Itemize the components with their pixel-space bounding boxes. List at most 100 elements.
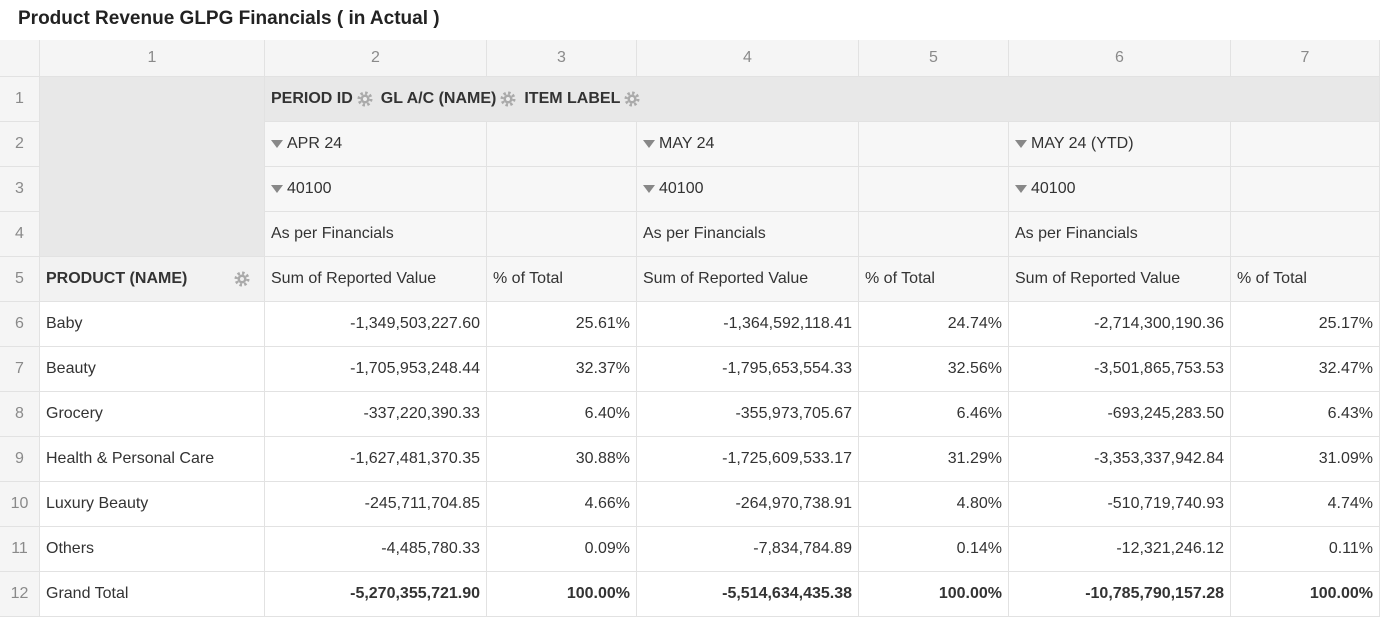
total-cell-text: -10,785,790,157.28 [1085, 585, 1224, 602]
value-cell-text: 4.74% [1327, 495, 1373, 512]
settings-icon[interactable] [234, 271, 250, 287]
measure-label: Sum of Reported Value [1009, 257, 1231, 302]
value-cell: 25.17% [1231, 302, 1380, 347]
row-number-text: 4 [15, 225, 24, 242]
value-cell: -510,719,740.93 [1009, 482, 1231, 527]
value-cell-text: -264,970,738.91 [735, 495, 852, 512]
value-cell: 31.29% [859, 437, 1009, 482]
column-number: 2 [265, 40, 487, 77]
collapse-toggle[interactable] [271, 140, 283, 148]
measure-label-text: Sum of Reported Value [1015, 270, 1181, 287]
value-cell: 4.74% [1231, 482, 1380, 527]
total-cell: 100.00% [859, 572, 1009, 617]
column-number: 3 [487, 40, 637, 77]
value-cell: -4,485,780.33 [265, 527, 487, 572]
header-blank [859, 212, 1009, 257]
collapse-toggle[interactable] [1015, 185, 1027, 193]
header-blank [859, 167, 1009, 212]
column-number: 4 [637, 40, 859, 77]
header-blank [1231, 212, 1380, 257]
value-cell: -264,970,738.91 [637, 482, 859, 527]
row-number: 6 [0, 302, 40, 347]
column-fields-band: PERIOD ID GL A/C (NAME) ITEM LABEL [265, 77, 1380, 122]
row-label-text: Grand Total [46, 585, 129, 602]
collapse-toggle[interactable] [1015, 140, 1027, 148]
header-account: 40100 [1009, 167, 1231, 212]
measure-label: % of Total [487, 257, 637, 302]
header-period: MAY 24 (YTD) [1009, 122, 1231, 167]
value-cell-text: -1,627,481,370.35 [350, 450, 480, 467]
value-cell: 0.09% [487, 527, 637, 572]
value-cell-text: 32.47% [1318, 360, 1373, 377]
row-label-text: Baby [46, 315, 83, 332]
value-cell: 0.11% [1231, 527, 1380, 572]
row-label: Others [40, 527, 265, 572]
header-account: 40100 [265, 167, 487, 212]
row-number: 8 [0, 392, 40, 437]
value-cell: -1,627,481,370.35 [265, 437, 487, 482]
column-number-text: 4 [743, 49, 752, 66]
header-item: As per Financials [637, 212, 859, 257]
period-label: MAY 24 [659, 135, 715, 152]
row-number-text: 11 [11, 540, 28, 557]
value-cell: -7,834,784.89 [637, 527, 859, 572]
corner-cell [0, 40, 40, 77]
column-field: PERIOD ID [271, 90, 353, 107]
total-cell-text: -5,270,355,721.90 [350, 585, 480, 602]
value-cell: 25.61% [487, 302, 637, 347]
item-label: As per Financials [643, 225, 766, 242]
collapse-toggle[interactable] [271, 185, 283, 193]
measure-label-text: Sum of Reported Value [643, 270, 809, 287]
row-number-text: 5 [15, 270, 24, 287]
period-label: APR 24 [287, 135, 343, 152]
value-cell-text: 4.80% [956, 495, 1002, 512]
value-cell: -1,349,503,227.60 [265, 302, 487, 347]
column-field: GL A/C (NAME) [380, 90, 497, 107]
header-blank [487, 167, 637, 212]
row-number: 7 [0, 347, 40, 392]
row-number-text: 6 [15, 315, 24, 332]
row-number-text: 12 [10, 585, 29, 602]
collapse-toggle[interactable] [643, 185, 655, 193]
measure-label: Sum of Reported Value [265, 257, 487, 302]
value-cell-text: -337,220,390.33 [363, 405, 480, 422]
measure-label: % of Total [1231, 257, 1380, 302]
total-cell-text: 100.00% [938, 585, 1002, 602]
total-cell-text: 100.00% [566, 585, 630, 602]
value-cell: 32.37% [487, 347, 637, 392]
value-cell-text: 0.14% [956, 540, 1002, 557]
value-cell-text: -1,705,953,248.44 [350, 360, 480, 377]
value-cell: -693,245,283.50 [1009, 392, 1231, 437]
value-cell-text: -1,349,503,227.60 [350, 315, 480, 332]
value-cell-text: -1,725,609,533.17 [722, 450, 852, 467]
row-number: 11 [0, 527, 40, 572]
header-account: 40100 [637, 167, 859, 212]
row-number-text: 8 [15, 405, 24, 422]
value-cell: 6.40% [487, 392, 637, 437]
settings-icon[interactable] [624, 91, 640, 107]
row-label: Health & Personal Care [40, 437, 265, 482]
header-period: MAY 24 [637, 122, 859, 167]
value-cell: 31.09% [1231, 437, 1380, 482]
settings-icon[interactable] [357, 91, 373, 107]
account-label: 40100 [287, 180, 332, 197]
total-cell: 100.00% [1231, 572, 1380, 617]
measure-label: % of Total [859, 257, 1009, 302]
account-label: 40100 [659, 180, 704, 197]
row-label-text: Health & Personal Care [46, 450, 215, 467]
collapse-toggle[interactable] [643, 140, 655, 148]
value-cell: -3,353,337,942.84 [1009, 437, 1231, 482]
total-cell: -5,270,355,721.90 [265, 572, 487, 617]
value-cell-text: -7,834,784.89 [753, 540, 852, 557]
value-cell-text: -245,711,704.85 [364, 495, 480, 512]
measure-label-text: % of Total [865, 270, 935, 287]
measure-label-text: % of Total [1237, 270, 1307, 287]
column-number-text: 7 [1300, 49, 1310, 66]
settings-icon[interactable] [500, 91, 516, 107]
row-label: Luxury Beauty [40, 482, 265, 527]
value-cell: -12,321,246.12 [1009, 527, 1231, 572]
value-cell-text: 24.74% [947, 315, 1002, 332]
table-title: Product Revenue GLPG Financials ( in Act… [18, 8, 440, 29]
value-cell: -2,714,300,190.36 [1009, 302, 1231, 347]
